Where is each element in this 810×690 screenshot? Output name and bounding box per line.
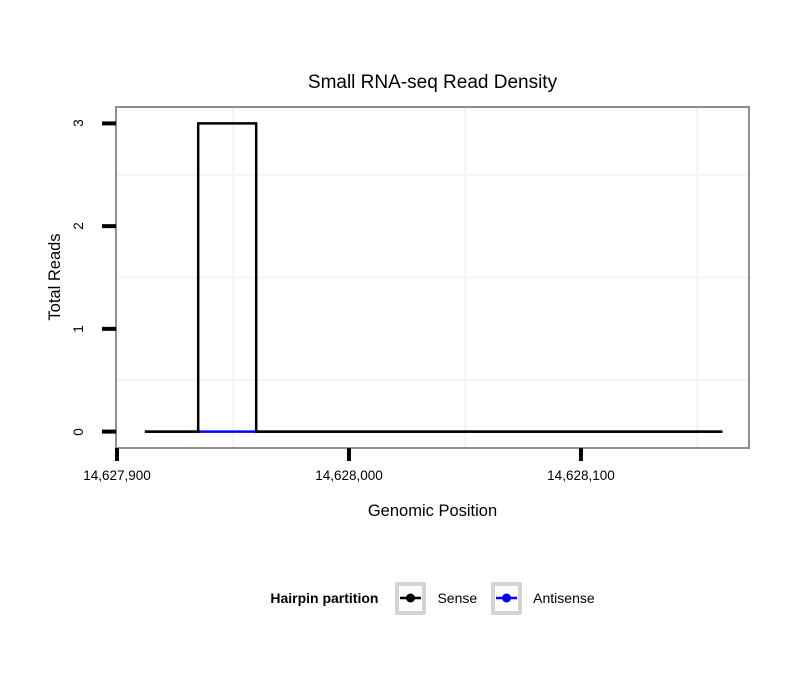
y-tick-label: 2 <box>71 222 86 230</box>
legend: Hairpin partition Sense Antisense <box>117 579 748 617</box>
x-tick-label: 14,627,900 <box>83 468 151 483</box>
legend-label-sense: Sense <box>437 590 478 606</box>
sense-key-icon <box>395 581 427 615</box>
chart-title: Small RNA-seq Read Density <box>307 72 558 93</box>
x-tick-mark <box>346 448 351 461</box>
y-tick-label: 3 <box>71 119 86 128</box>
y-tick-mark <box>102 224 116 229</box>
x-tick-label: 14,628,100 <box>547 468 615 483</box>
x-tick-mark <box>115 448 119 461</box>
y-tick-label: 0 <box>71 427 86 436</box>
legend-title: Hairpin partition <box>270 590 379 606</box>
y-axis-title: Total Reads <box>46 233 64 321</box>
x-tick-label: 14,628,000 <box>315 468 383 483</box>
y-tick-label: 1 <box>71 325 86 333</box>
antisense-key-icon <box>491 581 523 615</box>
legend-item-antisense: Antisense <box>491 581 595 615</box>
legend-label-antisense: Antisense <box>533 590 595 606</box>
sense-line <box>144 122 723 433</box>
y-tick-mark <box>102 121 116 126</box>
x-axis-title: Genomic Position <box>367 502 498 520</box>
y-tick-mark <box>102 326 116 331</box>
x-tick-mark <box>578 448 583 461</box>
legend-item-sense: Sense <box>395 581 478 615</box>
y-tick-mark <box>102 429 116 434</box>
